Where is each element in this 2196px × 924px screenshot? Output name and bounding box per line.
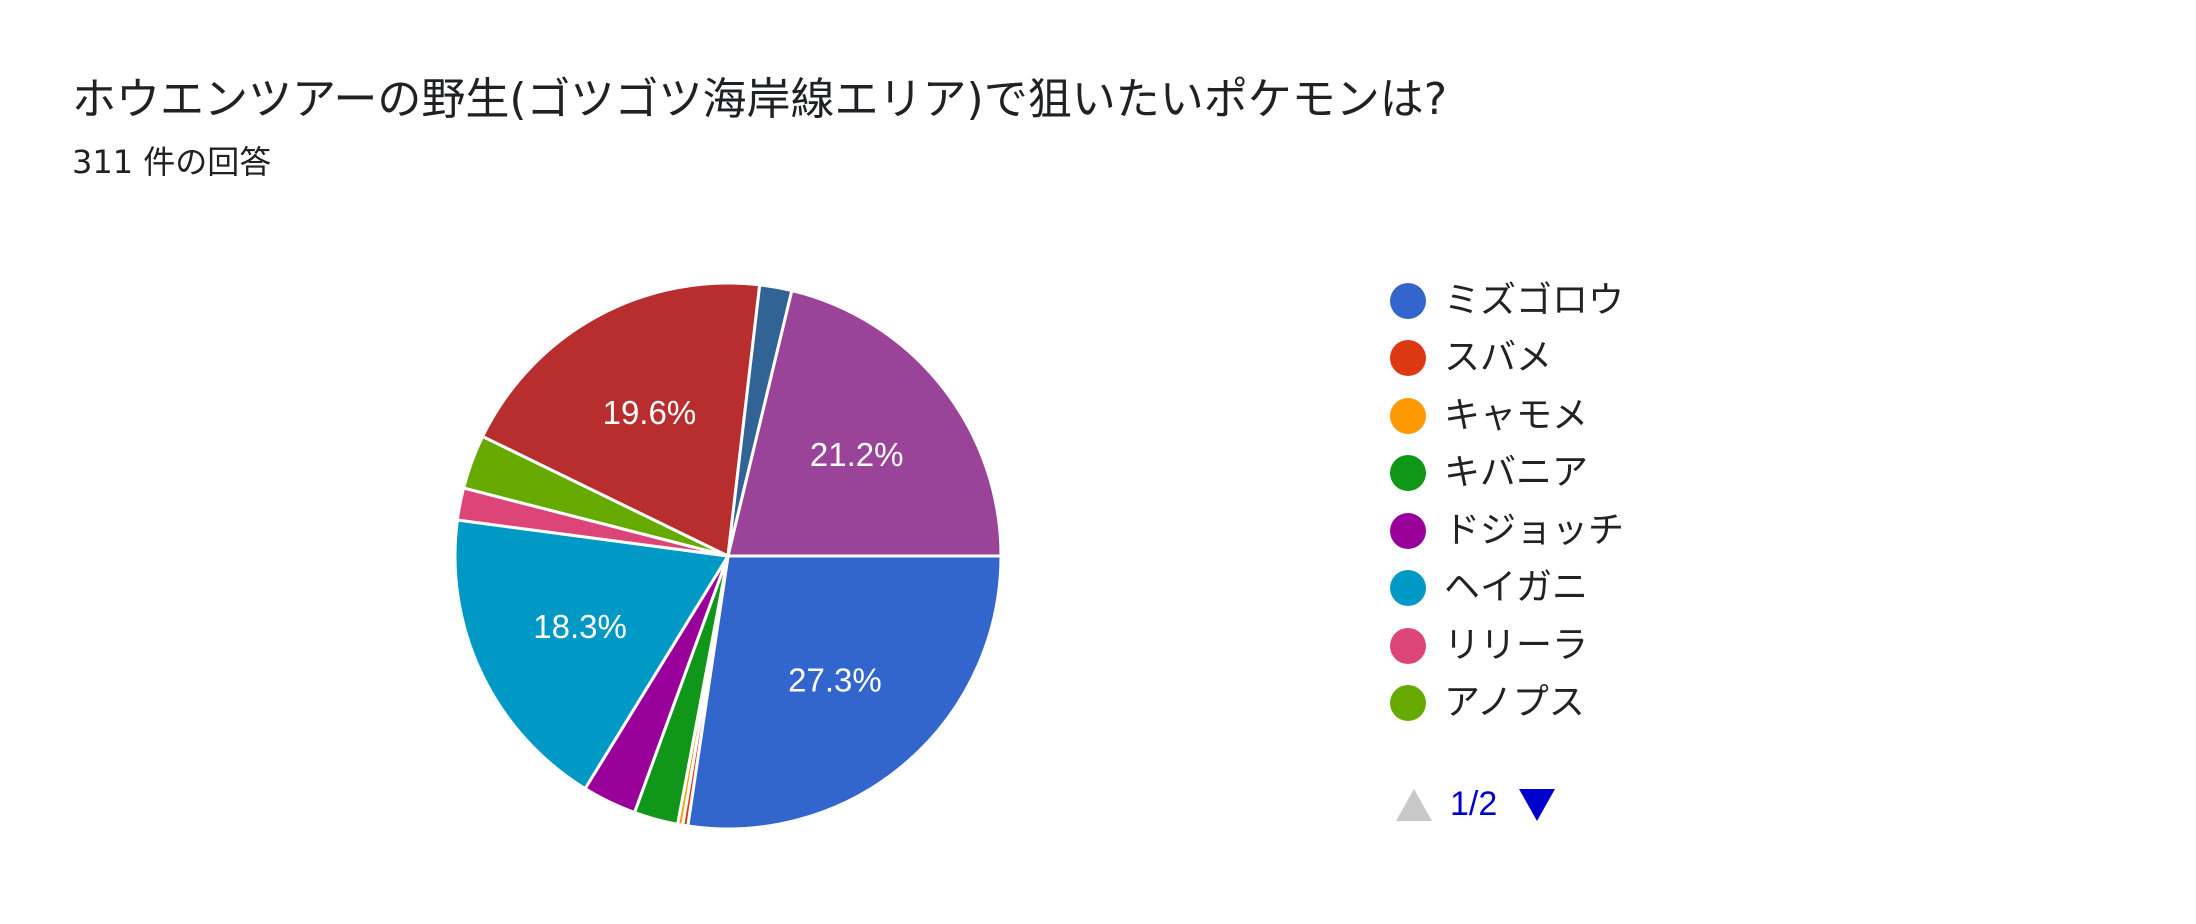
pie-slice [453,518,731,791]
legend-swatch [1390,340,1426,377]
legend-label: スバメ [1444,337,1553,379]
legend-pager: 1/2 [1394,785,1557,824]
legend-swatch [1390,627,1426,664]
legend-label: ヘイガニ [1444,567,1589,609]
legend-prev-button[interactable] [1394,787,1434,823]
legend-page-indicator: 1/2 [1450,785,1498,823]
triangle-up-icon [1396,788,1432,821]
legend-item: ミズゴロウ [1390,272,1624,330]
legend-swatch [1390,512,1426,549]
legend-item: スバメ [1390,330,1624,388]
legend-label: アノプス [1444,682,1585,724]
slice-data-label: 18.3% [533,608,627,645]
legend-item: ドジョッチ [1390,502,1624,560]
legend-swatch [1390,397,1426,434]
pie-slice [480,281,762,559]
legend-label: ミズゴロウ [1444,279,1625,321]
legend-item: キバニア [1390,445,1624,503]
legend-swatch [1390,455,1426,492]
legend-label: キバニア [1444,452,1589,494]
slice-data-label: 19.6% [603,394,697,431]
legend-label: リリーラ [1444,624,1589,666]
slice-data-label: 27.3% [788,662,882,699]
legend-item: キャモメ [1390,387,1624,445]
legend-label: キャモメ [1444,394,1589,436]
response-count: 311 件の回答 [72,143,272,181]
chart-title: ホウエンツアーの野生(ゴツゴツ海岸線エリア)で狙いたいポケモンは? [72,74,1448,125]
legend-item: リリーラ [1390,617,1624,675]
triangle-down-icon [1519,788,1556,821]
pie-slice [726,288,1003,558]
legend-label: ドジョッチ [1444,509,1625,551]
legend-swatch [1390,685,1426,722]
pie-slice [686,554,1003,831]
legend-next-button[interactable] [1517,787,1557,823]
legend-swatch [1390,570,1426,607]
chart-legend: ミズゴロウスバメキャモメキバニアドジョッチヘイガニリリーラアノプス [1390,272,1624,732]
slice-data-label: 21.2% [810,436,904,473]
legend-swatch [1390,282,1426,319]
legend-item: アノプス [1390,675,1624,733]
legend-item: ヘイガニ [1390,560,1624,618]
